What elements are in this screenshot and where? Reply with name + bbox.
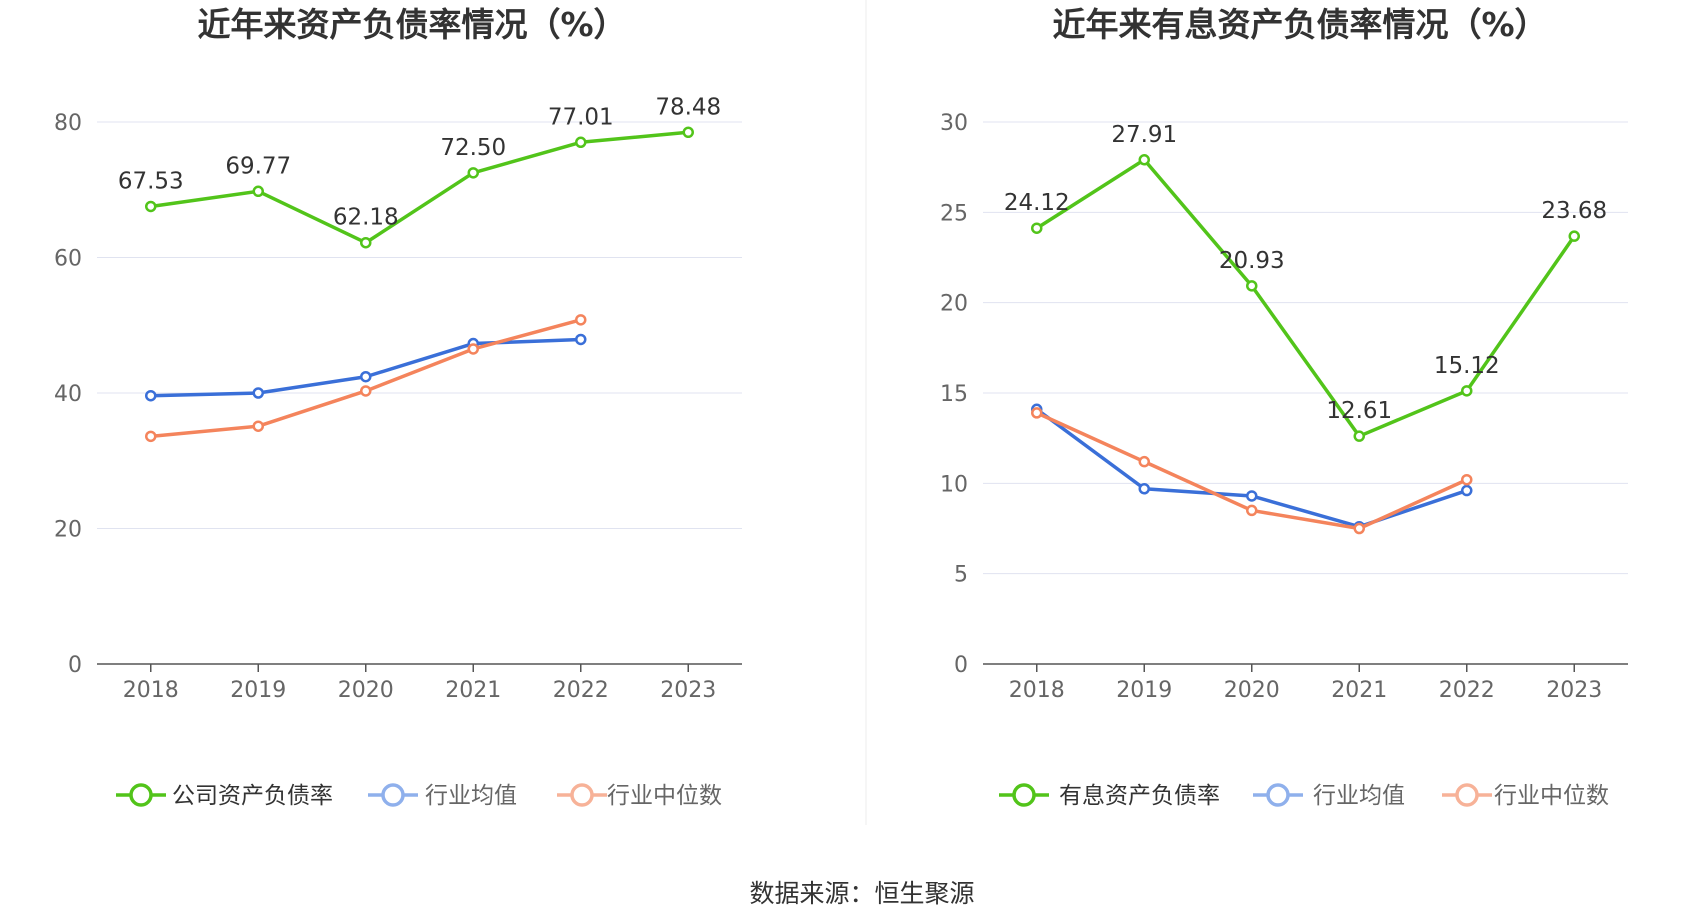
data-point[interactable] — [252, 185, 264, 198]
legend-item[interactable]: 行业中位数 — [557, 783, 722, 809]
data-point[interactable] — [1246, 490, 1258, 502]
legend-item[interactable]: 有息资产负债率 — [999, 783, 1220, 809]
y-tick-label: 20 — [940, 292, 968, 317]
data-point[interactable] — [1461, 385, 1473, 397]
y-tick-label: 80 — [54, 111, 82, 136]
x-tick-label: 2020 — [338, 678, 394, 703]
x-tick-label: 2021 — [445, 678, 501, 703]
data-point[interactable] — [575, 333, 587, 346]
x-tick-label: 2022 — [1439, 678, 1495, 703]
data-label: 20.93 — [1219, 248, 1285, 274]
legend-label: 有息资产负债率 — [1059, 783, 1220, 809]
y-tick-label: 20 — [54, 518, 82, 543]
y-tick-label: 60 — [54, 247, 82, 272]
chart-title: 近年来有息资产负债率情况（%） — [1052, 5, 1547, 44]
data-point[interactable] — [575, 136, 587, 149]
x-tick-label: 2020 — [1224, 678, 1280, 703]
data-point[interactable] — [360, 370, 372, 383]
data-point[interactable] — [1246, 504, 1258, 517]
data-point[interactable] — [252, 420, 264, 432]
data-point[interactable] — [145, 430, 157, 443]
data-label: 24.12 — [1004, 190, 1070, 216]
data-label: 72.50 — [440, 135, 506, 161]
data-point[interactable] — [145, 200, 157, 213]
x-tick-label: 2023 — [660, 678, 716, 703]
data-point[interactable] — [145, 389, 157, 402]
legend-marker — [1455, 783, 1479, 807]
y-tick-label: 30 — [940, 111, 968, 136]
data-label: 15.12 — [1434, 353, 1500, 379]
y-tick-label: 5 — [954, 563, 968, 588]
data-label: 69.77 — [225, 153, 291, 179]
legend-marker — [381, 783, 405, 807]
legend-marker — [129, 783, 153, 807]
legend-label: 公司资产负债率 — [172, 783, 333, 809]
data-label: 78.48 — [655, 94, 721, 120]
data-point[interactable] — [467, 167, 479, 179]
data-point[interactable] — [1138, 483, 1150, 495]
y-tick-label: 25 — [940, 201, 968, 226]
data-label: 67.53 — [118, 168, 184, 194]
legend-label: 行业均值 — [1313, 783, 1405, 809]
y-tick-label: 10 — [940, 472, 968, 497]
right-chart-panel: 近年来有息资产负债率情况（%） 0 5 10 15 20 25 30 2018 2019 2020 2… — [940, 5, 1628, 809]
data-label: 23.68 — [1541, 198, 1607, 224]
data-point[interactable] — [1461, 473, 1473, 486]
data-point[interactable] — [1353, 522, 1365, 535]
legend-marker — [570, 783, 594, 807]
x-tick-label: 2019 — [230, 678, 286, 703]
data-point[interactable] — [467, 343, 479, 355]
legend-label: 行业中位数 — [1494, 783, 1609, 809]
x-tick-label: 2022 — [553, 678, 609, 703]
legend-label: 行业均值 — [425, 783, 517, 809]
data-point[interactable] — [1138, 455, 1150, 468]
x-tick-label: 2023 — [1546, 678, 1602, 703]
legend-marker — [1012, 783, 1036, 807]
data-point[interactable] — [1031, 222, 1043, 234]
data-point[interactable] — [1568, 230, 1580, 242]
data-label: 77.01 — [548, 104, 614, 130]
data-label: 62.18 — [333, 205, 399, 231]
legend-label: 行业中位数 — [607, 783, 722, 809]
data-point[interactable] — [1461, 484, 1473, 497]
x-tick-label: 2018 — [1009, 678, 1065, 703]
series-line — [150, 130, 689, 245]
y-tick-label: 0 — [954, 653, 968, 678]
data-point[interactable] — [1353, 430, 1365, 442]
legend-item[interactable]: 行业中位数 — [1442, 783, 1609, 809]
legend-item[interactable]: 行业均值 — [368, 783, 517, 809]
left-chart-panel: 近年来资产负债率情况（%） 0 20 40 60 80 2018 2019 2020 2021 20… — [54, 5, 742, 809]
x-tick-label: 2021 — [1331, 678, 1387, 703]
y-tick-label: 0 — [68, 653, 82, 678]
data-label: 12.61 — [1326, 398, 1392, 424]
data-point[interactable] — [1138, 154, 1150, 166]
series-line — [1035, 158, 1576, 438]
data-point[interactable] — [252, 387, 264, 399]
data-point[interactable] — [1031, 407, 1043, 419]
chart-title: 近年来资产负债率情况（%） — [197, 5, 626, 44]
y-tick-label: 15 — [940, 382, 968, 407]
data-point[interactable] — [682, 126, 694, 139]
data-point[interactable] — [575, 314, 587, 326]
data-point[interactable] — [360, 385, 372, 397]
data-label: 27.91 — [1111, 122, 1177, 148]
legend-item[interactable]: 行业均值 — [1253, 783, 1405, 809]
data-point[interactable] — [1246, 280, 1258, 292]
source-note: 数据来源：恒生聚源 — [749, 879, 974, 908]
x-tick-label: 2018 — [123, 678, 179, 703]
y-tick-label: 40 — [54, 382, 82, 407]
x-tick-label: 2019 — [1116, 678, 1172, 703]
data-point[interactable] — [360, 236, 372, 249]
legend-item[interactable]: 公司资产负债率 — [116, 783, 333, 809]
legend-marker — [1266, 783, 1290, 807]
